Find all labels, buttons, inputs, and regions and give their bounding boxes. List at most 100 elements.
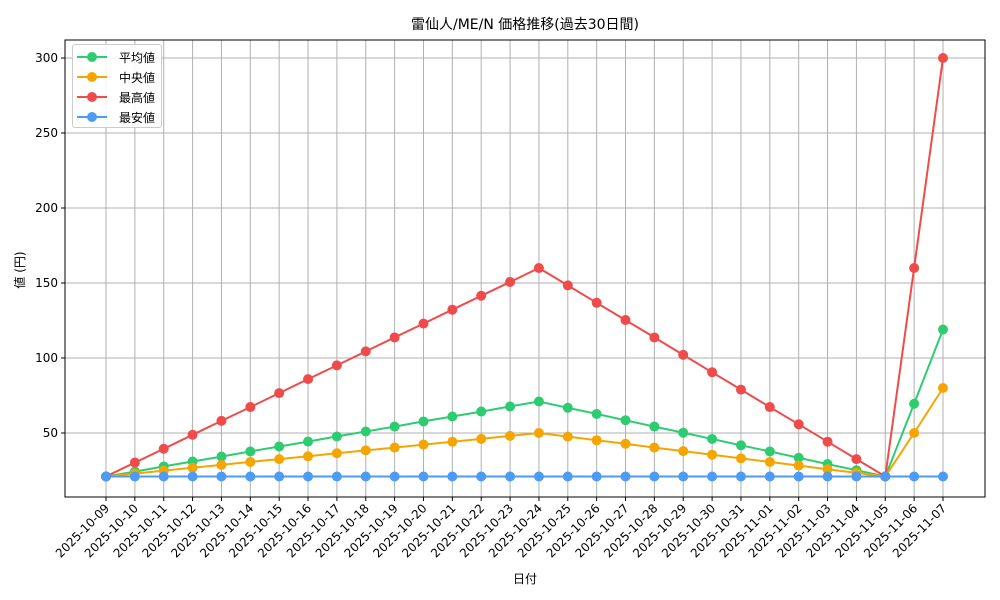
data-point — [533, 428, 544, 438]
data-point — [591, 471, 602, 482]
y-tick-label: 50 — [43, 426, 58, 440]
series-中央値 — [101, 383, 948, 482]
data-point — [735, 384, 746, 395]
data-point — [476, 433, 487, 444]
legend-item-min: 最安値 — [77, 107, 155, 127]
series-最高値 — [101, 53, 948, 482]
data-point — [533, 263, 544, 273]
legend-label: 中央値 — [119, 70, 156, 85]
data-point — [649, 332, 660, 343]
data-point — [562, 280, 573, 291]
data-point — [620, 471, 631, 482]
legend-marker-icon — [77, 47, 107, 67]
legend-item-average: 平均値 — [77, 47, 155, 67]
data-point — [591, 297, 602, 308]
data-point — [447, 471, 458, 482]
data-point — [678, 446, 689, 457]
data-point — [707, 471, 718, 482]
data-point — [764, 456, 775, 467]
y-tick-label: 300 — [35, 51, 58, 65]
data-point — [389, 471, 400, 482]
data-point — [447, 436, 458, 447]
data-point — [418, 471, 429, 482]
data-point — [476, 290, 487, 301]
data-point — [274, 454, 285, 465]
data-point — [158, 471, 169, 482]
data-point — [331, 360, 342, 371]
data-point — [678, 427, 689, 438]
data-point — [649, 471, 660, 482]
legend-marker-icon — [77, 107, 107, 127]
data-point — [938, 383, 948, 393]
data-point — [562, 402, 573, 413]
data-point — [909, 263, 920, 273]
data-point — [331, 448, 342, 459]
data-point — [303, 436, 314, 447]
data-point — [245, 456, 256, 467]
data-point — [245, 402, 256, 413]
grid-lines — [65, 40, 985, 497]
data-point — [909, 471, 920, 482]
data-point — [505, 276, 516, 287]
legend: 平均値 中央値 最高値 最安値 — [72, 44, 162, 128]
data-point — [909, 398, 920, 409]
data-point — [678, 349, 689, 360]
data-point — [447, 304, 458, 315]
data-point — [129, 457, 140, 468]
data-point — [562, 431, 573, 442]
data-point — [216, 415, 227, 426]
data-point — [476, 471, 487, 482]
data-point — [274, 388, 285, 399]
data-point — [331, 471, 342, 482]
data-point — [360, 346, 371, 357]
x-axis: 2025-10-092025-10-102025-10-112025-10-12… — [53, 497, 949, 560]
data-point — [274, 471, 285, 482]
data-point — [303, 374, 314, 385]
data-point — [909, 428, 920, 438]
data-point — [735, 471, 746, 482]
data-point — [158, 443, 169, 454]
data-point — [793, 452, 804, 463]
data-point — [707, 434, 718, 444]
data-point — [649, 421, 660, 432]
y-tick-label: 250 — [35, 126, 58, 140]
y-tick-label: 100 — [35, 351, 58, 365]
data-point — [476, 406, 487, 417]
data-point — [505, 401, 516, 412]
data-point — [764, 446, 775, 457]
data-point — [303, 471, 314, 482]
data-point — [389, 421, 400, 432]
data-point — [389, 442, 400, 453]
data-point — [851, 454, 862, 465]
data-point — [101, 471, 111, 482]
data-point — [649, 442, 660, 453]
x-axis-label: 日付 — [513, 572, 537, 586]
data-point — [735, 440, 746, 451]
plot-frame — [64, 39, 986, 498]
data-point — [822, 464, 833, 475]
data-point — [418, 439, 429, 450]
legend-item-median: 中央値 — [77, 67, 155, 87]
data-point — [678, 471, 689, 482]
data-point — [533, 396, 544, 407]
data-point — [216, 451, 227, 462]
data-point — [360, 426, 371, 437]
data-point — [938, 324, 948, 335]
data-point — [505, 471, 516, 482]
data-point — [938, 53, 948, 63]
data-point — [851, 471, 862, 482]
y-axis-label: 値 (円) — [12, 251, 27, 288]
data-point — [880, 471, 891, 482]
data-point — [389, 332, 400, 343]
series-平均値 — [101, 324, 948, 482]
data-point — [447, 411, 458, 422]
data-point — [938, 471, 948, 482]
data-point — [620, 415, 631, 426]
legend-label: 最安値 — [119, 110, 156, 125]
data-point — [187, 471, 198, 482]
data-point — [360, 445, 371, 456]
data-point — [187, 462, 198, 473]
data-point — [533, 471, 544, 482]
legend-label: 平均値 — [119, 50, 156, 65]
